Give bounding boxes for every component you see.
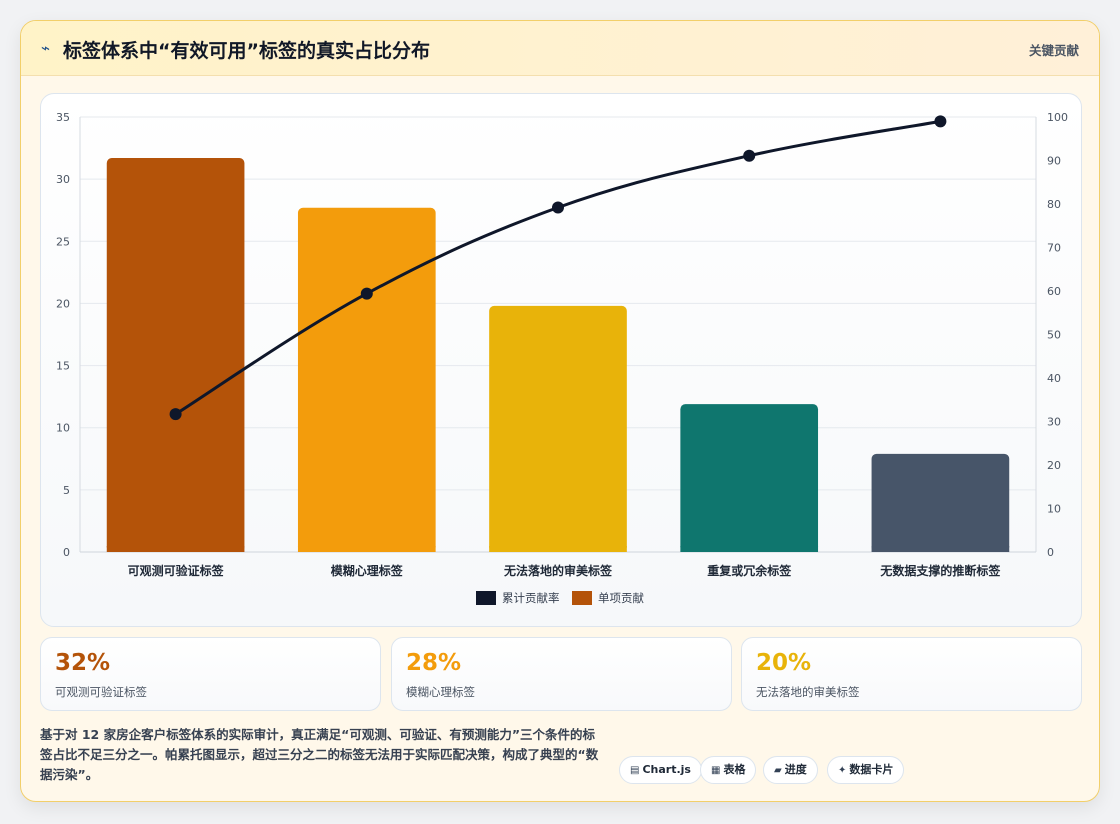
bar-base [297, 546, 436, 552]
stat-card-aesthetic: 20% 无法落地的审美标签 [741, 637, 1082, 711]
y-right-tick-label: 70 [1047, 242, 1061, 255]
bar-base [871, 546, 1010, 552]
y-left-tick-label: 35 [56, 111, 70, 124]
badge-table[interactable]: ▦ 表格 [700, 756, 757, 784]
table-icon: ▦ [711, 765, 721, 776]
category-label: 重复或冗余标签 [707, 563, 792, 578]
badge-progress[interactable]: ▰ 进度 [763, 756, 818, 784]
cumulative-point [169, 408, 182, 421]
progress-icon: ▰ [774, 765, 782, 776]
cumulative-point [552, 201, 564, 214]
stat-value: 20% [756, 650, 812, 676]
y-left-tick-label: 5 [63, 484, 70, 497]
badge-label: 表格 [723, 763, 746, 776]
badge-chartjs[interactable]: ▤ Chart.js [619, 756, 702, 784]
stat-label: 可观测可验证标签 [55, 685, 147, 699]
y-right-tick-label: 20 [1047, 459, 1061, 472]
y-left-tick-label: 30 [56, 173, 70, 186]
cumulative-point [360, 287, 373, 300]
bar-base [106, 546, 245, 552]
chart-icon: ⌁ [41, 39, 51, 57]
stat-value: 28% [406, 650, 462, 676]
data-card-icon: ✦ [838, 765, 847, 776]
bar [489, 305, 627, 552]
stat-value: 32% [55, 650, 111, 676]
category-label: 无法落地的审美标签 [503, 563, 613, 578]
y-left-tick-label: 10 [56, 422, 70, 435]
category-label: 无数据支撑的推断标签 [879, 563, 1001, 578]
y-left-tick-label: 25 [56, 235, 70, 248]
bar-base [489, 546, 627, 552]
y-right-tick-label: 10 [1047, 503, 1061, 516]
summary-text: 基于对 12 家房企客户标签体系的实际审计，真正满足“可观测、可验证、有预测能力… [40, 727, 599, 782]
y-left-tick-label: 0 [63, 546, 70, 559]
pareto-chart-panel: 0 5 10 15 20 25 30 35 0 10 20 30 40 50 60 70 80 90 100 可观测可… [40, 93, 1082, 627]
bar-base [680, 546, 819, 552]
badge-label: 进度 [784, 763, 807, 776]
y-right-tick-label: 30 [1047, 416, 1061, 429]
stat-label: 无法落地的审美标签 [756, 685, 860, 699]
category-label: 模糊心理标签 [331, 563, 404, 578]
bar [106, 158, 245, 552]
chart-js-icon: ▤ [630, 765, 640, 776]
bar [297, 207, 436, 552]
y-right-tick-label: 0 [1047, 546, 1054, 559]
stat-card-observable: 32% 可观测可验证标签 [40, 637, 381, 711]
y-left-tick-label: 15 [56, 360, 70, 373]
bar [871, 453, 1010, 552]
stat-card-vague: 28% 模糊心理标签 [391, 637, 732, 711]
card-title: 标签体系中“有效可用”标签的真实占比分布 [63, 40, 430, 62]
badge-label: Chart.js [642, 763, 691, 776]
y-right-tick-label: 40 [1047, 372, 1061, 385]
stat-label: 模糊心理标签 [406, 685, 475, 699]
category-label: 可观测可验证标签 [128, 563, 225, 578]
cumulative-point [934, 115, 947, 128]
legend-label: 累计贡献率 [502, 591, 560, 605]
y-right-tick-label: 50 [1047, 329, 1061, 342]
pareto-chart: 0 5 10 15 20 25 30 35 0 10 20 30 40 50 60 70 80 90 100 可观测可… [56, 111, 1068, 605]
legend-swatch [476, 591, 496, 605]
key-contribution-tag: 关键贡献 [1028, 43, 1079, 58]
legend-label: 单项贡献 [598, 591, 644, 605]
badge-data-card[interactable]: ✦ 数据卡片 [827, 756, 905, 784]
chart-card: ⌁ 标签体系中“有效可用”标签的真实占比分布 关键贡献 0 5 10 15 20 25 30… [20, 20, 1100, 802]
y-right-tick-label: 90 [1047, 155, 1061, 168]
y-right-tick-label: 80 [1047, 198, 1061, 211]
card-header: ⌁ 标签体系中“有效可用”标签的真实占比分布 关键贡献 [21, 21, 1099, 76]
badge-label: 数据卡片 [849, 763, 894, 776]
cumulative-point [743, 149, 756, 162]
y-right-tick-label: 100 [1047, 111, 1068, 124]
legend-swatch [572, 591, 592, 605]
bar [680, 404, 819, 552]
y-left-tick-label: 20 [56, 297, 70, 310]
y-right-tick-label: 60 [1047, 285, 1061, 298]
